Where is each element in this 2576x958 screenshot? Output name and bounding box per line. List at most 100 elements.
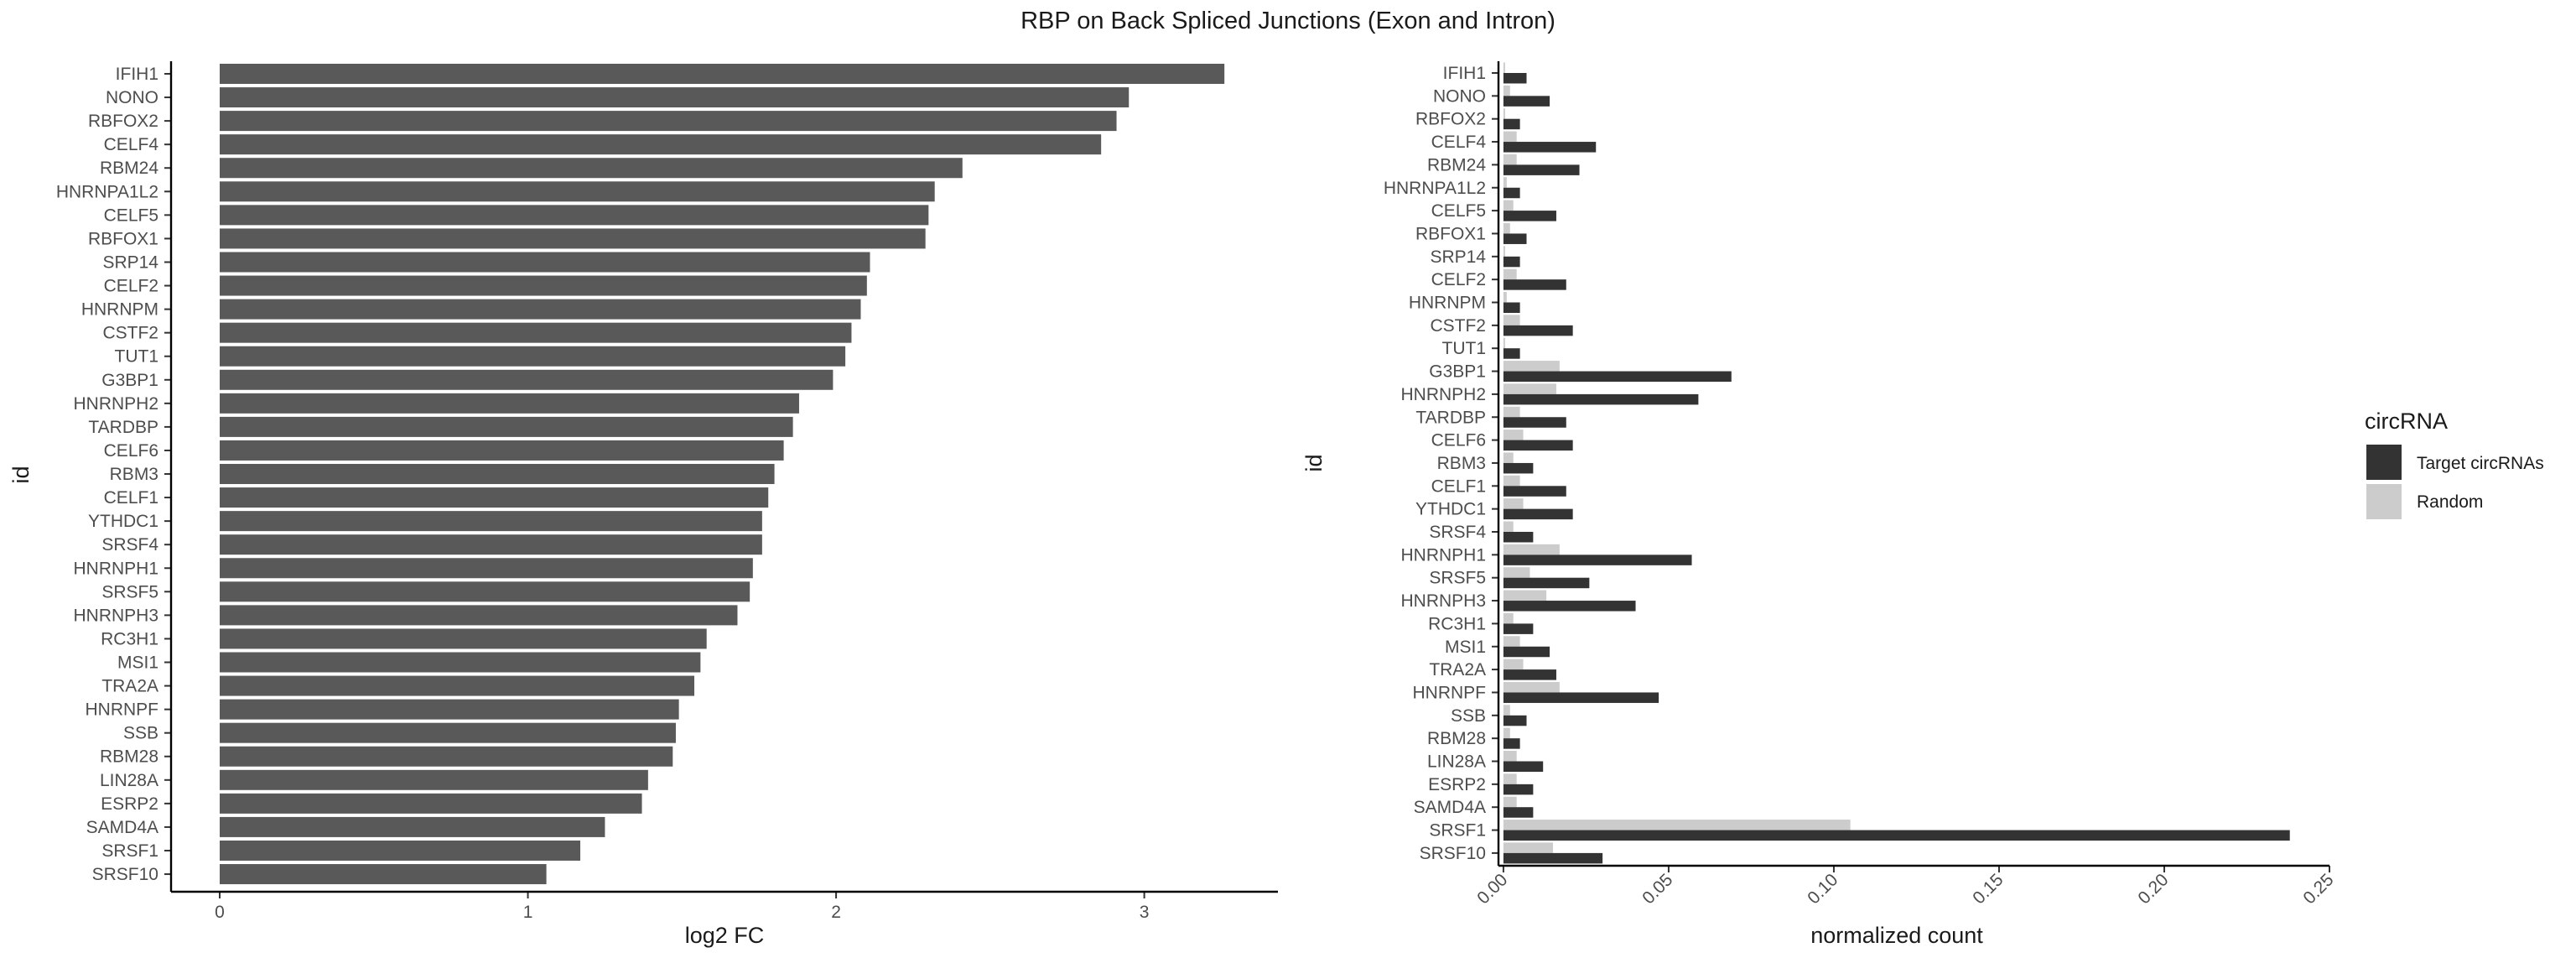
category-label: RC3H1: [1428, 614, 1486, 633]
bar-random-hnrnph1: [1503, 544, 1560, 555]
right-panel: IFIH1 NONO RBFOX2 CELF4 RBM24 HNRNPA1L2 CELF5 R…: [1301, 61, 2338, 948]
category-label: SAMD4A: [86, 818, 158, 837]
bar-random-rbfox2: [1503, 108, 1505, 119]
category-label: CELF5: [1431, 201, 1486, 221]
bar-samd4a: [220, 816, 605, 837]
bar-target-srsf1: [1503, 830, 2290, 841]
bar-target-hnrnpm: [1503, 302, 1520, 313]
category-label: NONO: [106, 88, 158, 107]
category-label: RC3H1: [101, 629, 158, 648]
bar-random-ssb: [1503, 705, 1510, 716]
bar-srsf4: [220, 534, 762, 555]
bar-random-srp14: [1503, 246, 1505, 257]
bar-random-rbm3: [1503, 452, 1514, 463]
left-x-axis-title: log2 FC: [685, 923, 765, 948]
category-label: CELF4: [1431, 133, 1487, 152]
legend-title: circRNA: [2365, 409, 2448, 434]
bar-celf6: [220, 440, 784, 461]
category-label: HNRNPM: [81, 300, 158, 320]
legend-label-random: Random: [2417, 492, 2483, 512]
bar-srsf10: [220, 864, 547, 885]
category-label: SSB: [1451, 706, 1486, 726]
bar-random-samd4a: [1503, 796, 1517, 808]
category-label: HNRNPH1: [73, 559, 158, 578]
category-label: HNRNPF: [1413, 683, 1487, 702]
category-label: CELF6: [104, 441, 158, 461]
category-label: NONO: [1433, 86, 1486, 106]
bar-target-celf6: [1503, 440, 1573, 451]
category-label: RBM3: [1437, 454, 1486, 473]
bar-target-hnrnpf: [1503, 692, 1659, 703]
bar-target-srp14: [1503, 256, 1520, 268]
legend-label-target: Target circRNAs: [2417, 454, 2544, 473]
bar-target-nono: [1503, 96, 1550, 107]
category-label: SRSF1: [1429, 821, 1486, 841]
category-label: SRSF1: [101, 841, 158, 861]
bar-ythdc1: [220, 511, 762, 532]
bar-target-celf2: [1503, 279, 1566, 290]
category-label: LIN28A: [100, 771, 158, 790]
x-tick-label: 0.25: [2299, 870, 2337, 908]
bar-random-srsf10: [1503, 842, 1554, 853]
x-tick-label: 1: [523, 903, 533, 922]
bar-target-lin28a: [1503, 761, 1544, 772]
bar-target-hnrnpa1l2: [1503, 187, 1520, 199]
bar-rbfox2: [220, 111, 1117, 132]
bar-srp14: [220, 252, 870, 273]
category-label: RBFOX2: [1415, 110, 1486, 129]
category-label: YTHDC1: [1415, 500, 1486, 519]
bar-target-g3bp1: [1503, 371, 1732, 383]
bar-target-srsf5: [1503, 577, 1590, 589]
category-label: G3BP1: [101, 371, 158, 390]
bar-random-ifih1: [1503, 62, 1505, 73]
category-label: RBFOX1: [88, 229, 158, 248]
category-label: TRA2A: [1429, 660, 1486, 679]
bar-random-rbm24: [1503, 154, 1517, 165]
bar-random-msi1: [1503, 636, 1520, 647]
bar-target-hnrnph1: [1503, 554, 1692, 565]
bar-target-rbm28: [1503, 738, 1520, 749]
bar-random-srsf5: [1503, 567, 1530, 578]
bar-target-rbm24: [1503, 164, 1580, 175]
x-tick-label: 0.20: [2134, 870, 2172, 908]
category-label: SRSF5: [1429, 569, 1486, 588]
left-x-ticks: 0 1 2 3: [215, 892, 1149, 922]
category-label: YTHDC1: [88, 512, 158, 531]
category-label: SSB: [123, 724, 158, 743]
category-label: SRSF5: [101, 582, 158, 601]
category-label: HNRNPF: [86, 700, 159, 720]
category-label: CELF5: [104, 206, 158, 225]
bar-hnrnpm: [220, 299, 861, 320]
bar-random-srsf1: [1503, 820, 1851, 830]
bar-random-celf1: [1503, 475, 1520, 487]
left-panel: IFIH1 NONO RBFOX2 CELF4 RBM24 HNRNPA1L2 CELF5 R…: [8, 61, 1278, 948]
bar-cstf2: [220, 322, 852, 343]
category-label: TARDBP: [1415, 408, 1486, 427]
category-label: HNRNPH3: [73, 606, 158, 625]
bar-esrp2: [220, 793, 642, 814]
bar-target-rbfox1: [1503, 233, 1527, 244]
bar-random-cstf2: [1503, 315, 1520, 325]
bar-target-srsf10: [1503, 852, 1603, 864]
category-label: IFIH1: [1443, 64, 1486, 83]
category-label: SRSF10: [1420, 844, 1486, 863]
category-label: RBM24: [100, 159, 158, 178]
category-label: RBFOX1: [1415, 224, 1486, 243]
category-label: SRP14: [1430, 247, 1486, 267]
category-label: MSI1: [1445, 638, 1486, 657]
bar-random-celf5: [1503, 200, 1514, 211]
bar-target-cstf2: [1503, 325, 1573, 336]
bar-ifih1: [220, 64, 1225, 84]
category-label: RBM24: [1427, 155, 1486, 174]
bar-random-celf6: [1503, 430, 1524, 440]
bar-celf5: [220, 205, 929, 226]
bar-target-rbm3: [1503, 462, 1534, 474]
bar-rbfox1: [220, 228, 926, 249]
category-label: CELF6: [1431, 431, 1486, 450]
category-label: CELF2: [1431, 270, 1486, 289]
bar-random-hnrnph3: [1503, 590, 1547, 601]
category-label: RBM28: [1427, 729, 1486, 748]
category-label: CSTF2: [102, 324, 158, 343]
left-y-axis-title: id: [8, 466, 34, 483]
